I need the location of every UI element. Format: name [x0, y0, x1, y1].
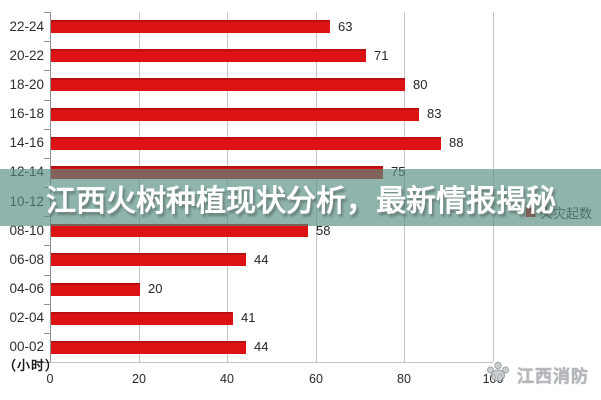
value-label: 41	[241, 310, 256, 325]
bar	[51, 20, 330, 33]
x-tick-label: 80	[397, 372, 411, 386]
category-label: 16-18	[9, 106, 44, 121]
y-axis-unit-label: （小时）	[3, 358, 60, 373]
x-tick-label: 20	[132, 372, 146, 386]
bar	[51, 49, 366, 62]
y-axis-tick	[44, 12, 50, 13]
category-label: 22-24	[9, 19, 44, 34]
bar	[51, 108, 419, 121]
value-label: 63	[338, 19, 353, 34]
bar	[51, 341, 246, 354]
category-label: 02-04	[9, 310, 44, 325]
y-axis-tick	[44, 129, 50, 130]
y-axis-tick	[44, 333, 50, 334]
bar	[51, 283, 140, 296]
category-label: 04-06	[9, 281, 44, 296]
category-label: 14-16	[9, 135, 44, 150]
value-label: 88	[449, 135, 464, 150]
y-axis-tick	[44, 70, 50, 71]
bar	[51, 78, 405, 91]
y-axis-tick	[44, 245, 50, 246]
bar	[51, 137, 441, 150]
x-tick-label: 0	[46, 372, 54, 386]
y-axis-tick	[44, 41, 50, 42]
value-label: 20	[148, 281, 163, 296]
x-tick-label: 40	[220, 372, 234, 386]
value-label: 44	[254, 339, 269, 354]
value-label: 58	[316, 223, 331, 238]
value-label: 44	[254, 252, 269, 267]
x-tick-label: 60	[309, 372, 323, 386]
category-label: 08-10	[9, 223, 44, 238]
x-axis-line	[50, 362, 493, 363]
value-label: 83	[427, 106, 442, 121]
y-axis-tick	[44, 275, 50, 276]
category-label: 20-22	[9, 48, 44, 63]
category-label: 18-20	[9, 77, 44, 92]
bar	[51, 312, 233, 325]
y-axis-tick	[44, 362, 50, 363]
headline-title: 江西火树种植现状分析，最新情报揭秘	[46, 184, 556, 218]
bar	[51, 253, 246, 266]
headline-banner: 江西火树种植现状分析，最新情报揭秘	[0, 169, 601, 226]
y-axis-tick	[44, 304, 50, 305]
category-label: 00-02	[9, 339, 44, 354]
y-axis-tick	[44, 100, 50, 101]
paw-print-icon	[485, 359, 511, 390]
watermark-label: 江西消防	[517, 367, 589, 386]
y-axis-tick	[44, 158, 50, 159]
value-label: 71	[374, 48, 389, 63]
watermark: 江西消防	[485, 359, 589, 390]
value-label: 80	[413, 77, 428, 92]
category-label: 06-08	[9, 252, 44, 267]
